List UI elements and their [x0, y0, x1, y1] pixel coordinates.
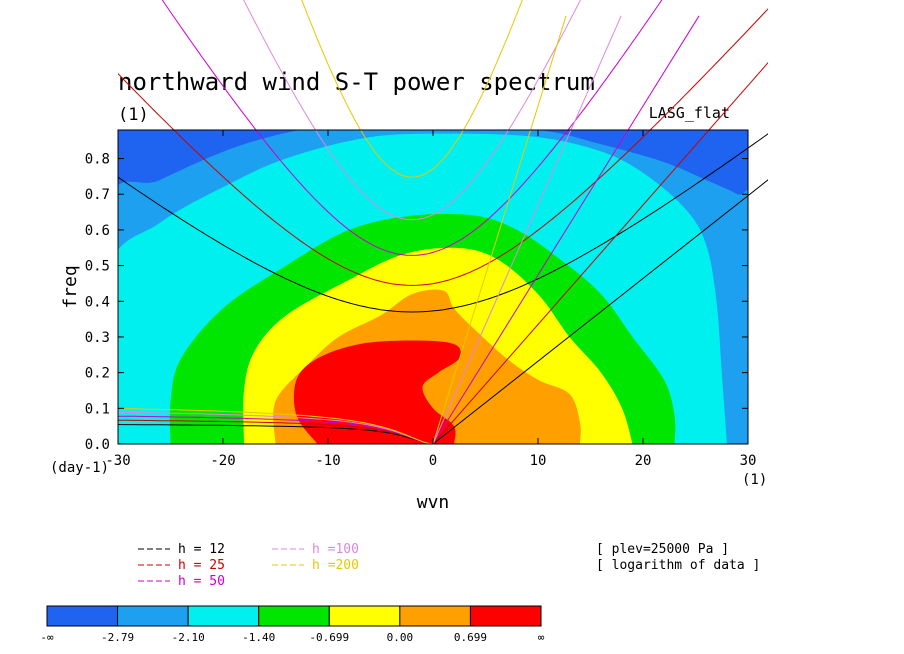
y-tick-label: 0.6	[85, 223, 110, 239]
dispersion-curve-h50	[118, 0, 700, 444]
kelvin-line	[432, 15, 700, 444]
colorbar-swatch	[117, 605, 189, 627]
ig-curve	[118, 8, 768, 286]
legend-label: h =100	[312, 542, 359, 557]
y-axis: 0.0 0.1 0.2 0.3 0.4 0.5 0.6 0.7 0.8	[85, 152, 748, 453]
legend-label: h = 50	[178, 574, 225, 589]
x-axis-label: wvn	[417, 492, 450, 513]
ig-curve	[161, 0, 663, 256]
rossby-curve	[118, 415, 434, 444]
kelvin-line	[432, 15, 567, 444]
rossby-curve	[118, 419, 434, 444]
dispersion-curves	[118, 0, 768, 444]
contour-fill	[118, 130, 748, 444]
kelvin-line	[432, 15, 622, 444]
colorbar-swatch	[46, 605, 119, 627]
ig-curve	[301, 0, 523, 178]
x-tick-label: -30	[105, 453, 130, 469]
y-unit-label: (day-1)	[50, 460, 109, 476]
y-tick-label: 0.8	[85, 152, 110, 168]
y-tick-label: 0.3	[85, 330, 110, 346]
y-tick-label: 0.1	[85, 401, 110, 417]
dispersion-curve-h25	[118, 8, 768, 444]
kelvin-line	[432, 179, 768, 444]
colorbar-label: -2.10	[172, 631, 205, 644]
dispersion-curve-h12	[118, 133, 768, 444]
x-tick-label: -20	[210, 453, 235, 469]
y-tick-label: 0.5	[85, 259, 110, 275]
rossby-curve	[118, 424, 434, 444]
dispersion-curve-h200	[118, 0, 567, 444]
annotation-log: [ logarithm of data ]	[596, 558, 760, 573]
colorbar-swatch	[187, 605, 260, 627]
colorbar-label: ∞	[538, 631, 545, 644]
colorbar-label: -∞	[40, 631, 54, 644]
kelvin-line	[432, 62, 768, 444]
legend-label: h = 25	[178, 558, 225, 573]
colorbar-swatch	[328, 605, 401, 627]
y-tick-label: 0.0	[85, 437, 110, 453]
ig-curve	[243, 0, 581, 221]
y-tick-label: 0.7	[85, 187, 110, 203]
y-tick-label: 0.2	[85, 366, 110, 382]
x-unit-label: (1)	[742, 472, 767, 488]
x-tick-label: 10	[530, 453, 547, 469]
colorbar-swatch	[258, 605, 330, 627]
chart-title: northward wind S-T power spectrum	[118, 68, 595, 96]
ig-curve	[118, 133, 768, 313]
colorbar-swatch	[399, 605, 471, 627]
x-tick-label: -10	[315, 453, 340, 469]
x-tick-label: 20	[635, 453, 652, 469]
legend-label: h =200	[312, 558, 359, 573]
units-label: (1)	[118, 105, 149, 125]
model-label: LASG_flat	[649, 104, 730, 122]
dispersion-curve-h100	[118, 0, 622, 444]
x-axis: -30 -20 -10 0 10 20 30	[105, 130, 756, 469]
colorbar-swatch	[469, 605, 542, 627]
colorbar-label: -1.40	[242, 631, 275, 644]
legend-label: h = 12	[178, 542, 225, 557]
x-tick-label: 0	[429, 453, 437, 469]
colorbar-label: 0.00	[387, 631, 414, 644]
annotation-plev: [ plev=25000 Pa ]	[596, 542, 729, 557]
colorbar-label: 0.699	[454, 631, 487, 644]
rossby-curve	[118, 411, 434, 444]
colorbar-label: -0.699	[309, 631, 349, 644]
x-tick-label: 30	[740, 453, 757, 469]
colorbar-label: -2.79	[101, 631, 134, 644]
rossby-curve	[118, 407, 434, 444]
y-tick-label: 0.4	[85, 294, 110, 310]
colorbar: -∞ -2.79 -2.10 -1.40 -0.699 0.00 0.699 ∞	[40, 605, 545, 644]
y-axis-label: freq	[60, 265, 81, 308]
